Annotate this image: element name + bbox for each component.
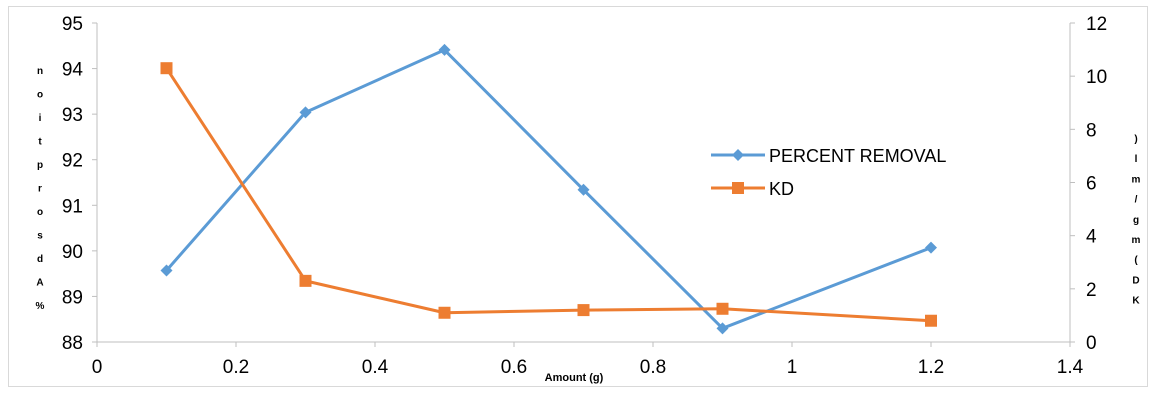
data-point-square: [299, 274, 312, 287]
y-left-title-char: n: [37, 66, 43, 77]
y-left-tick-label: 94: [62, 60, 84, 81]
y-right-tick-label: 0: [1086, 333, 1097, 354]
x-tick-label: 0.4: [362, 357, 389, 378]
y-left-title-char: o: [37, 207, 43, 218]
y-left-tick-label: 93: [62, 105, 83, 126]
legend-marker-diamond: [732, 149, 744, 161]
data-point-square: [716, 302, 729, 315]
y-left-tick-label: 89: [62, 287, 83, 308]
y-left-title-char: A: [36, 278, 43, 289]
y-left-title-char: i: [39, 113, 42, 124]
y-right-title-char: l: [1135, 154, 1138, 165]
data-point-square: [577, 304, 590, 317]
y-right-tick-label: 4: [1086, 227, 1097, 248]
y-left-tick-label: 95: [62, 14, 83, 35]
y-right-title-char: D: [1132, 275, 1139, 286]
y-left-tick-label: 92: [62, 151, 83, 172]
data-point-diamond: [299, 106, 312, 119]
y-left-tick-label: 91: [62, 196, 83, 217]
y-left-tick-label: 90: [62, 242, 83, 263]
y-right-title-char: ): [1134, 134, 1137, 145]
legend-label: KD: [769, 179, 794, 199]
data-point-diamond: [716, 322, 729, 335]
y-right-tick-label: 8: [1086, 120, 1097, 141]
x-tick-label: 1: [787, 357, 798, 378]
y-left-title-char: s: [37, 231, 43, 242]
y-left-title-char: %: [36, 301, 45, 312]
x-tick-label: 0: [92, 357, 103, 378]
x-tick-label: 0.8: [640, 357, 666, 378]
y-left-title-char: p: [37, 160, 43, 171]
x-tick-label: 1.4: [1057, 357, 1084, 378]
y-right-tick-label: 2: [1086, 280, 1097, 301]
chart-frame: [8, 6, 1148, 387]
data-point-diamond: [438, 43, 451, 56]
y-left-tick-label: 88: [62, 333, 83, 354]
data-point-diamond: [160, 264, 173, 277]
data-point-square: [925, 314, 937, 327]
y-right-title-char: g: [1133, 215, 1139, 226]
y-left-title-char: r: [38, 184, 42, 195]
y-right-title-char: m: [1132, 174, 1141, 185]
y-right-title-char: /: [1135, 195, 1138, 206]
x-tick-label: 0.6: [501, 357, 527, 378]
legend-marker-square: [732, 182, 744, 194]
y-right-tick-label: 12: [1086, 14, 1107, 35]
y-left-title-char: o: [37, 90, 43, 101]
y-right-tick-label: 6: [1086, 174, 1097, 195]
data-point-square: [160, 62, 173, 75]
data-point-diamond: [925, 241, 937, 254]
y-right-title-char: m: [1132, 235, 1141, 246]
legend-label: PERCENT REMOVAL: [769, 146, 946, 166]
data-point-square: [438, 306, 451, 319]
x-axis-title: Amount (g): [545, 372, 604, 384]
series-line-kd: [165, 67, 932, 323]
y-right-title-char: (: [1134, 255, 1138, 266]
y-left-title-char: t: [38, 137, 42, 148]
y-right-tick-label: 10: [1086, 67, 1107, 88]
x-tick-label: 1.2: [918, 357, 944, 378]
x-tick-label: 0.2: [223, 357, 249, 378]
y-left-title-char: d: [37, 254, 43, 265]
y-right-title-char: K: [1132, 296, 1140, 307]
data-point-diamond: [577, 183, 590, 196]
series-line-percent-removal: [165, 48, 932, 330]
